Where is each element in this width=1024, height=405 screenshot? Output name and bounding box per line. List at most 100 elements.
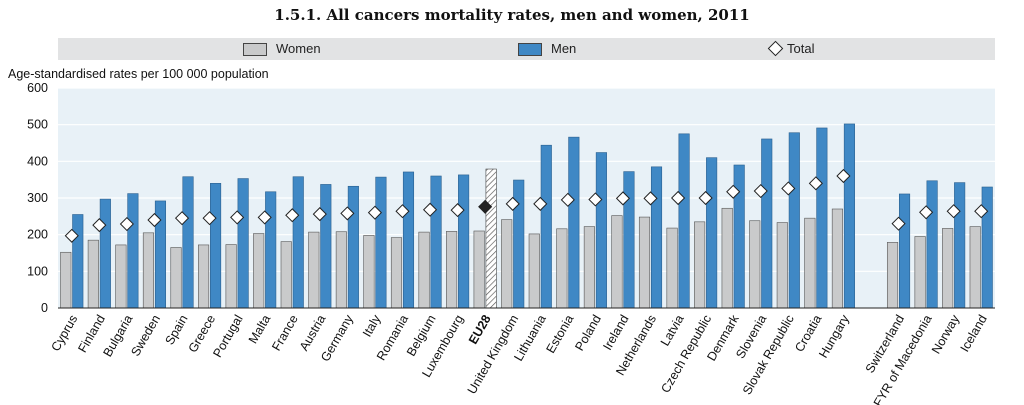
point-total — [698, 190, 713, 206]
bar-women — [942, 228, 954, 309]
point-total — [505, 196, 520, 211]
bar-women — [749, 220, 761, 309]
y-tick-label: 200 — [27, 228, 48, 242]
bar-men — [595, 152, 607, 309]
bar-women — [638, 216, 651, 309]
bar-women — [831, 208, 843, 309]
bar-men — [182, 176, 194, 309]
point-total — [560, 192, 575, 207]
x-tick-label: Poland — [572, 312, 604, 353]
point-total — [588, 192, 603, 207]
point-total — [64, 228, 79, 243]
x-tick-label: Malta — [246, 312, 273, 346]
point-total — [726, 184, 741, 199]
bar-men — [99, 198, 111, 309]
legend-men-swatch — [518, 43, 542, 56]
point-total — [147, 212, 162, 228]
bar-women — [666, 227, 678, 309]
point-total — [285, 208, 300, 223]
x-tick-label: Latvia — [658, 312, 687, 348]
bar-men — [402, 171, 415, 309]
bar-men — [127, 193, 139, 309]
point-total — [230, 210, 245, 225]
bar-women — [776, 222, 788, 309]
bar-men — [926, 180, 938, 309]
bar-women — [170, 247, 182, 309]
point-total — [808, 176, 823, 191]
bar-men — [706, 157, 718, 309]
bar-women — [886, 242, 899, 309]
point-total — [395, 204, 410, 219]
y-axis-label: Age-standardised rates per 100 000 popul… — [8, 67, 269, 81]
point-total — [836, 168, 851, 184]
bar-men — [347, 185, 359, 309]
point-total — [891, 216, 906, 231]
point-total — [312, 207, 327, 222]
bar-women — [446, 231, 458, 309]
bar-men — [954, 182, 966, 309]
point-total — [340, 206, 355, 221]
point-total — [533, 196, 548, 211]
bar-women — [721, 207, 733, 309]
point-total — [781, 181, 796, 196]
legend-women-label: Women — [276, 41, 321, 56]
bar-men — [788, 132, 800, 309]
y-tick-label: 100 — [27, 264, 48, 278]
x-tick-label: France — [269, 312, 301, 353]
point-total — [202, 211, 217, 226]
point-total — [753, 183, 768, 199]
bar-men — [678, 133, 690, 309]
point-total — [919, 205, 934, 220]
bar-men — [237, 178, 249, 309]
point-total — [478, 199, 493, 214]
bar-women — [60, 251, 72, 309]
point-total — [643, 191, 658, 206]
bar-women — [115, 244, 127, 309]
bar-men — [485, 168, 497, 309]
point-total — [671, 190, 686, 206]
y-tick-label: 0 — [41, 301, 48, 315]
bar-men — [623, 171, 635, 309]
bar-women — [225, 244, 237, 309]
bar-women — [142, 232, 155, 309]
point-total — [946, 204, 961, 219]
point-total — [367, 205, 382, 220]
bar-women — [87, 239, 99, 309]
bar-women — [390, 237, 403, 309]
y-tick-label: 400 — [27, 154, 48, 168]
bar-women — [804, 217, 816, 309]
bar-men — [650, 166, 663, 309]
bar-women — [501, 219, 513, 309]
point-total — [119, 216, 134, 232]
point-total — [422, 202, 438, 217]
x-tick-label: Spain — [162, 312, 190, 347]
bar-men — [540, 144, 552, 309]
bar-men — [458, 174, 470, 309]
bar-women — [308, 231, 320, 309]
bar-women — [253, 233, 265, 309]
bar-men — [816, 127, 828, 309]
legend-men-label: Men — [551, 41, 577, 56]
point-total — [974, 204, 989, 219]
bar-women — [198, 244, 210, 309]
point-total — [174, 211, 190, 226]
bar-men — [733, 164, 745, 309]
bar-men — [981, 186, 993, 309]
x-tick-label: Italy — [360, 312, 384, 340]
bar-men — [265, 191, 277, 309]
bar-women — [914, 236, 926, 309]
bar-men — [843, 123, 855, 309]
bar-men — [72, 214, 84, 309]
chart-title: 1.5.1. All cancers mortality rates, men … — [274, 6, 750, 24]
bar-men — [292, 176, 304, 309]
point-total — [92, 218, 107, 233]
bar-men — [898, 193, 911, 309]
bar-men — [761, 138, 773, 309]
bar-women — [694, 221, 706, 309]
bar-men — [375, 176, 387, 309]
bar-women — [418, 231, 430, 309]
bar-women — [335, 231, 347, 309]
bar-women — [583, 226, 595, 309]
y-tick-label: 600 — [27, 81, 48, 95]
